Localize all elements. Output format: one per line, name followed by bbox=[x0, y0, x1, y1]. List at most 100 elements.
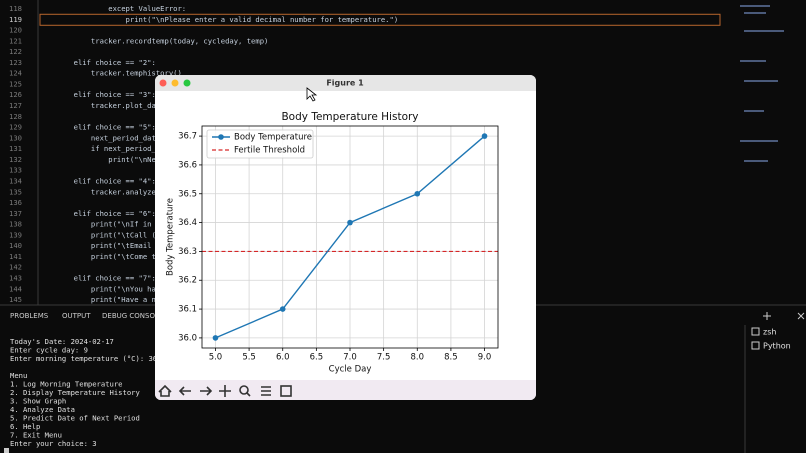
session-icon bbox=[751, 327, 760, 336]
line-number: 118 bbox=[9, 4, 22, 13]
panel-tab[interactable]: OUTPUT bbox=[62, 312, 91, 320]
y-tick-label: 36.7 bbox=[178, 132, 197, 142]
terminal-line: 7. Exit Menu bbox=[10, 431, 62, 440]
mouse-pointer bbox=[306, 87, 318, 102]
data-point bbox=[279, 306, 286, 312]
code-line: elif choice == "7": bbox=[39, 274, 156, 283]
panel: PROBLEMS OUTPUT DEBUG CONSOL Today's Date: … bbox=[10, 312, 791, 448]
session-icon bbox=[751, 341, 760, 350]
line-number: 120 bbox=[9, 26, 22, 35]
terminal-line: 5. Predict Date of Next Period bbox=[10, 414, 140, 423]
line-number: 127 bbox=[9, 101, 22, 110]
forward-button[interactable] bbox=[200, 386, 213, 396]
line-number: 128 bbox=[9, 112, 22, 121]
terminal-line: 2. Display Temperature History bbox=[10, 388, 140, 397]
session-name[interactable]: zsh bbox=[763, 328, 776, 337]
code-line: tracker.analyze bbox=[39, 187, 156, 196]
y-tick-label: 36.5 bbox=[178, 189, 197, 199]
panel-tab[interactable]: DEBUG CONSOL bbox=[102, 312, 159, 320]
terminal-line: 3. Show Graph bbox=[10, 397, 66, 406]
code-line: print("\nIf in bbox=[39, 220, 152, 229]
legend-label: Fertile Threshold bbox=[234, 146, 305, 156]
line-number: 133 bbox=[9, 166, 22, 175]
code-line: elif choice == "6": bbox=[39, 209, 156, 218]
home-button[interactable] bbox=[158, 384, 172, 397]
line-number: 125 bbox=[9, 79, 22, 88]
chart-title: Body Temperature History bbox=[281, 111, 418, 123]
code-line: tracker.temphistory() bbox=[39, 69, 182, 78]
code-line: tracker.plot_da bbox=[39, 101, 156, 110]
configure-button[interactable] bbox=[261, 386, 271, 396]
minimize-button[interactable] bbox=[171, 79, 179, 87]
x-tick-label: 9.0 bbox=[478, 353, 492, 363]
data-point bbox=[347, 219, 353, 226]
data-point bbox=[212, 335, 219, 341]
y-axis-label: Body Temperature bbox=[166, 198, 176, 276]
terminal-line: 6. Help bbox=[10, 422, 40, 431]
y-tick-label: 36.0 bbox=[178, 333, 197, 343]
line-number: 121 bbox=[9, 36, 22, 45]
y-tick-label: 36.1 bbox=[178, 305, 197, 315]
line-number: 124 bbox=[9, 69, 22, 78]
terminal-line: Menu bbox=[10, 371, 27, 380]
y-tick-label: 36.2 bbox=[178, 276, 197, 286]
panel-actions[interactable] bbox=[763, 312, 805, 320]
terminal-line: Enter morning temperature (°C): 36. bbox=[10, 354, 161, 363]
line-number: 143 bbox=[9, 274, 22, 283]
terminal-line: 4. Analyze Data bbox=[10, 405, 75, 414]
code-line: except ValueError: bbox=[39, 4, 186, 13]
zoom-button[interactable] bbox=[183, 79, 191, 87]
line-number: 136 bbox=[9, 198, 22, 207]
panel-tab[interactable]: PROBLEMS bbox=[10, 312, 49, 320]
x-tick-label: 8.5 bbox=[444, 353, 458, 363]
line-number: 139 bbox=[9, 230, 22, 239]
session-name[interactable]: Python bbox=[763, 342, 791, 351]
line-number: 122 bbox=[9, 47, 22, 56]
terminal-line: Enter cycle day: 9 bbox=[10, 346, 88, 355]
x-tick-label: 7.5 bbox=[377, 353, 391, 363]
y-tick-label: 36.4 bbox=[178, 218, 197, 228]
x-tick-label: 5.5 bbox=[242, 353, 256, 363]
line-number: 126 bbox=[9, 90, 22, 99]
y-tick-label: 36.3 bbox=[178, 247, 197, 257]
zoom-tool-button[interactable] bbox=[239, 385, 251, 397]
code-line: print("Have a n bbox=[39, 295, 156, 304]
line-number: 129 bbox=[9, 123, 22, 132]
code-line: if next_period_ bbox=[39, 144, 157, 153]
editor: 118 except ValueError: 119 print("\nPleas… bbox=[9, 4, 721, 304]
line-number: 134 bbox=[9, 176, 22, 185]
data-point bbox=[481, 133, 488, 139]
x-axis-label: Cycle Day bbox=[329, 365, 372, 375]
minimap bbox=[740, 5, 784, 162]
x-tick-label: 8.0 bbox=[411, 353, 425, 363]
code-line: next_period_dat bbox=[39, 133, 156, 142]
code-line: elif choice == "3": bbox=[39, 90, 156, 99]
x-tick-label: 6.5 bbox=[310, 353, 324, 363]
terminal-cursor bbox=[4, 448, 9, 453]
line-number: 145 bbox=[9, 295, 22, 304]
window-title: Figure 1 bbox=[326, 79, 364, 88]
pan-button[interactable] bbox=[219, 385, 231, 397]
close-button[interactable] bbox=[159, 79, 167, 87]
line-number: 137 bbox=[9, 209, 22, 218]
line-number: 130 bbox=[9, 133, 22, 142]
line-number: 140 bbox=[9, 241, 22, 250]
save-button[interactable] bbox=[280, 385, 292, 397]
code-line: print("\tCome t bbox=[39, 252, 156, 261]
line-number: 138 bbox=[9, 220, 22, 229]
line-number: 123 bbox=[9, 58, 22, 67]
plot-frame bbox=[201, 125, 499, 349]
code-line: print("\nNe bbox=[39, 155, 156, 164]
x-tick-label: 5.0 bbox=[209, 353, 223, 363]
code-line: elif choice == "5": bbox=[39, 123, 156, 132]
code-line: print("\nYou ha bbox=[39, 284, 156, 293]
title-bar bbox=[155, 75, 536, 91]
y-tick-label: 36.6 bbox=[178, 160, 197, 170]
toolbar-icons bbox=[158, 384, 292, 397]
code-line: print("\nPlease enter a valid decimal nu… bbox=[39, 15, 398, 24]
back-button[interactable] bbox=[178, 386, 191, 396]
code-line: print("\tCall ( bbox=[39, 230, 156, 239]
code-line: tracker.recordtemp(today, cycleday, temp… bbox=[39, 36, 268, 45]
code-line: elif choice == "4": bbox=[39, 176, 156, 185]
